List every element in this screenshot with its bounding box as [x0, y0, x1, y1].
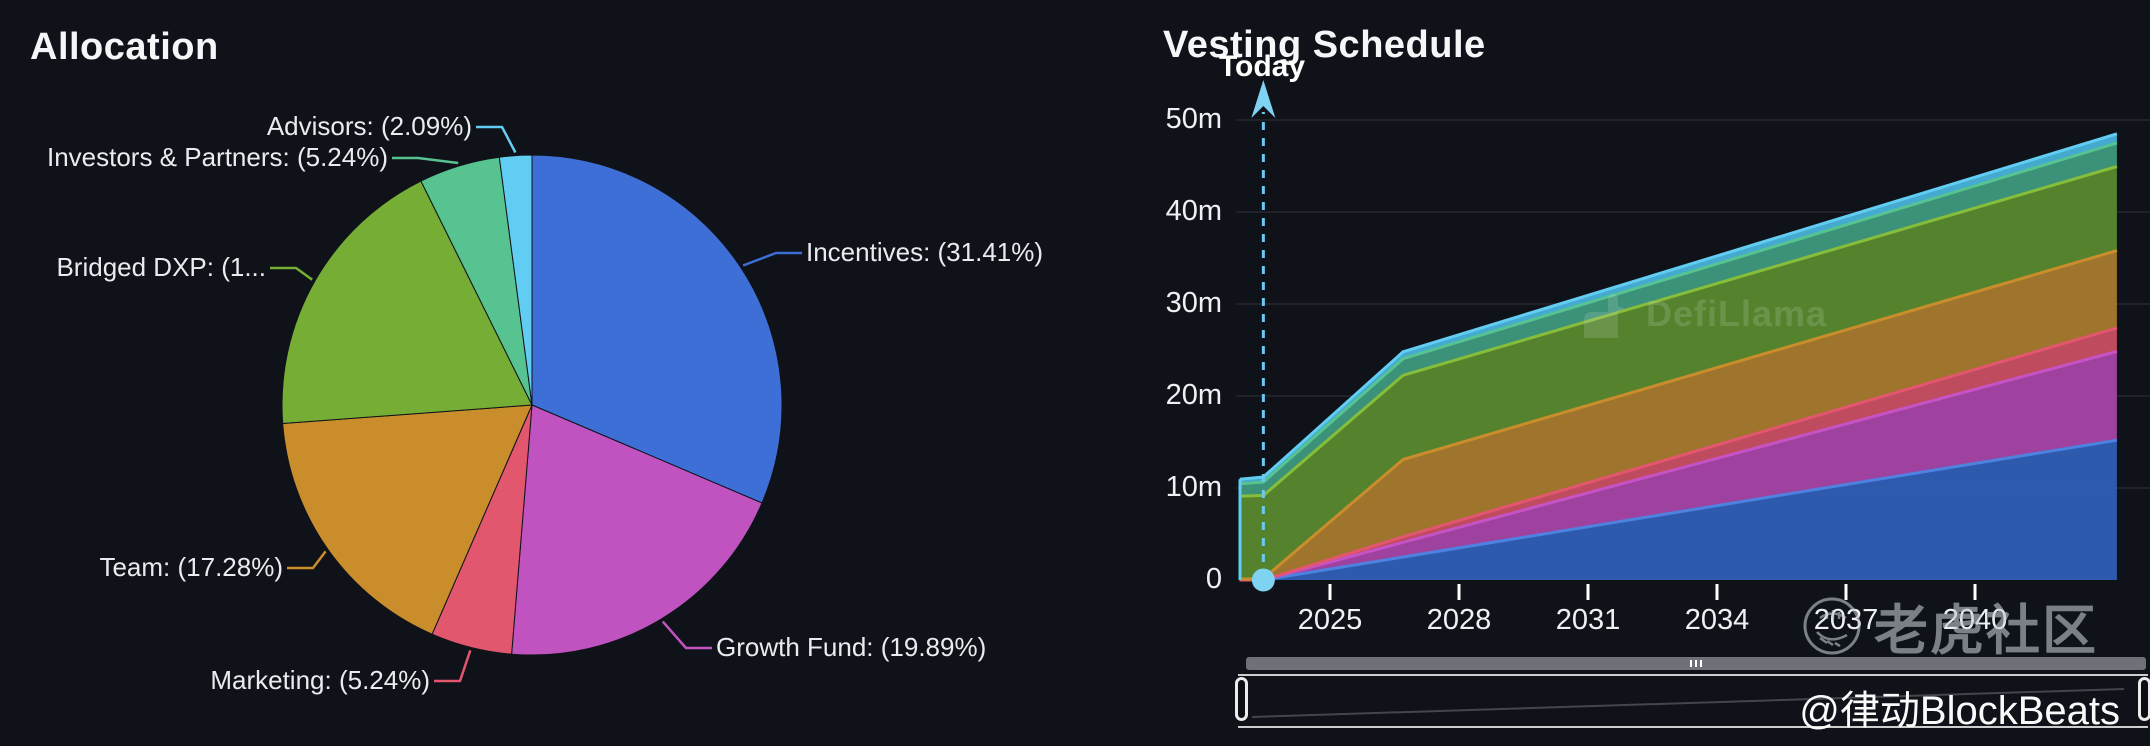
pie-label-growth_fund: Growth Fund: (19.89%) [716, 632, 987, 662]
pie-label-marketing: Marketing: (5.24%) [210, 665, 430, 695]
area-topline-investors [1239, 141, 2118, 486]
x-axis-label-2034: 2034 [1684, 604, 1750, 636]
horizontal-scrollbar[interactable] [1246, 657, 2146, 670]
pie-leader-growth_fund [661, 620, 712, 650]
pie-label-team: Team: (17.28%) [99, 552, 283, 582]
range-handle-right[interactable] [2138, 677, 2150, 721]
x-axis-label-2025: 2025 [1297, 604, 1363, 636]
today-arrow-icon [1251, 80, 1276, 118]
today-label: Today [1218, 50, 1306, 83]
range-preview-line [1251, 688, 2125, 718]
y-axis-label-40m: 40m [1165, 195, 1222, 227]
blockbeats-watermark: @律动BlockBeats [1799, 689, 2120, 733]
area-layer-team[interactable] [1239, 250, 2117, 580]
area-layer-investors[interactable] [1239, 143, 2117, 497]
pie-leader-investors [392, 156, 459, 165]
area-layer-bridged_dxp[interactable] [1239, 166, 2117, 580]
allocation-title: Allocation [30, 26, 219, 68]
today-marker [1251, 80, 1276, 592]
defillama-watermark-text: DefiLlama [1646, 293, 1828, 334]
today-dot [1251, 568, 1275, 592]
time-range-selector[interactable]: @律动BlockBeats [1235, 674, 2150, 733]
x-axis-label-2028: 2028 [1426, 604, 1492, 636]
defillama-llama-icon [1584, 294, 1625, 338]
x-axis-label-2040: 2040 [1942, 604, 2008, 636]
y-axis-label-20m: 20m [1165, 379, 1222, 411]
range-handle-left[interactable] [1235, 677, 1248, 721]
area-topline-advisors [1239, 132, 2118, 481]
pie-leader-incentives [742, 251, 802, 267]
area-layer-incentives[interactable] [1239, 440, 2117, 580]
allocation-pie [281, 154, 783, 656]
area-topline-team [1239, 249, 2118, 581]
scrollbar-grip[interactable] [1695, 660, 1697, 667]
defillama-watermark: DefiLlama [1576, 286, 1827, 342]
pie-label-incentives: Incentives: (31.41%) [806, 237, 1044, 267]
x-axis-label-2031: 2031 [1555, 604, 1621, 636]
y-axis-label-50m: 50m [1165, 103, 1222, 135]
pie-leader-lines [270, 125, 802, 683]
pie-slice-bridged_dxp[interactable] [281, 180, 533, 425]
pie-leader-team [287, 550, 327, 570]
vesting-stacked-area [1238, 132, 2118, 582]
pie-leader-advisors [476, 125, 517, 154]
pie-slice-incentives[interactable] [531, 154, 783, 504]
pie-leader-marketing [434, 650, 472, 683]
scrollbar-grip[interactable] [1690, 660, 1692, 667]
x-axis-ticks [1328, 584, 1977, 600]
x-axis-label-2037: 2037 [1813, 604, 1879, 636]
pie-slice-advisors[interactable] [498, 154, 533, 406]
tiger-watermark-text: 老虎社区 [1874, 601, 2098, 661]
pie-slice-growth_fund[interactable] [511, 404, 763, 656]
pie-label-investors: Investors & Partners: (5.24%) [46, 142, 388, 172]
vesting-title: Vesting Schedule [1163, 24, 1486, 66]
y-axis-label-10m: 10m [1165, 471, 1222, 503]
tiger-community-watermark: 老虎社区 [1800, 586, 2098, 665]
y-axis-label-30m: 30m [1165, 287, 1222, 319]
pie-leader-bridged_dxp [270, 266, 313, 281]
scrollbar-grip[interactable] [1700, 660, 1702, 667]
area-layer-growth_fund[interactable] [1239, 351, 2117, 580]
area-topline-bridged_dxp [1239, 165, 2118, 498]
y-axis-label-0: 0 [1205, 563, 1222, 595]
pie-slice-team[interactable] [282, 404, 533, 635]
pie-label-bridged_dxp: Bridged DXP: (1... [56, 252, 266, 282]
pie-label-advisors: Advisors: (2.09%) [266, 111, 472, 141]
tiger-logo-icon [1803, 597, 1861, 654]
